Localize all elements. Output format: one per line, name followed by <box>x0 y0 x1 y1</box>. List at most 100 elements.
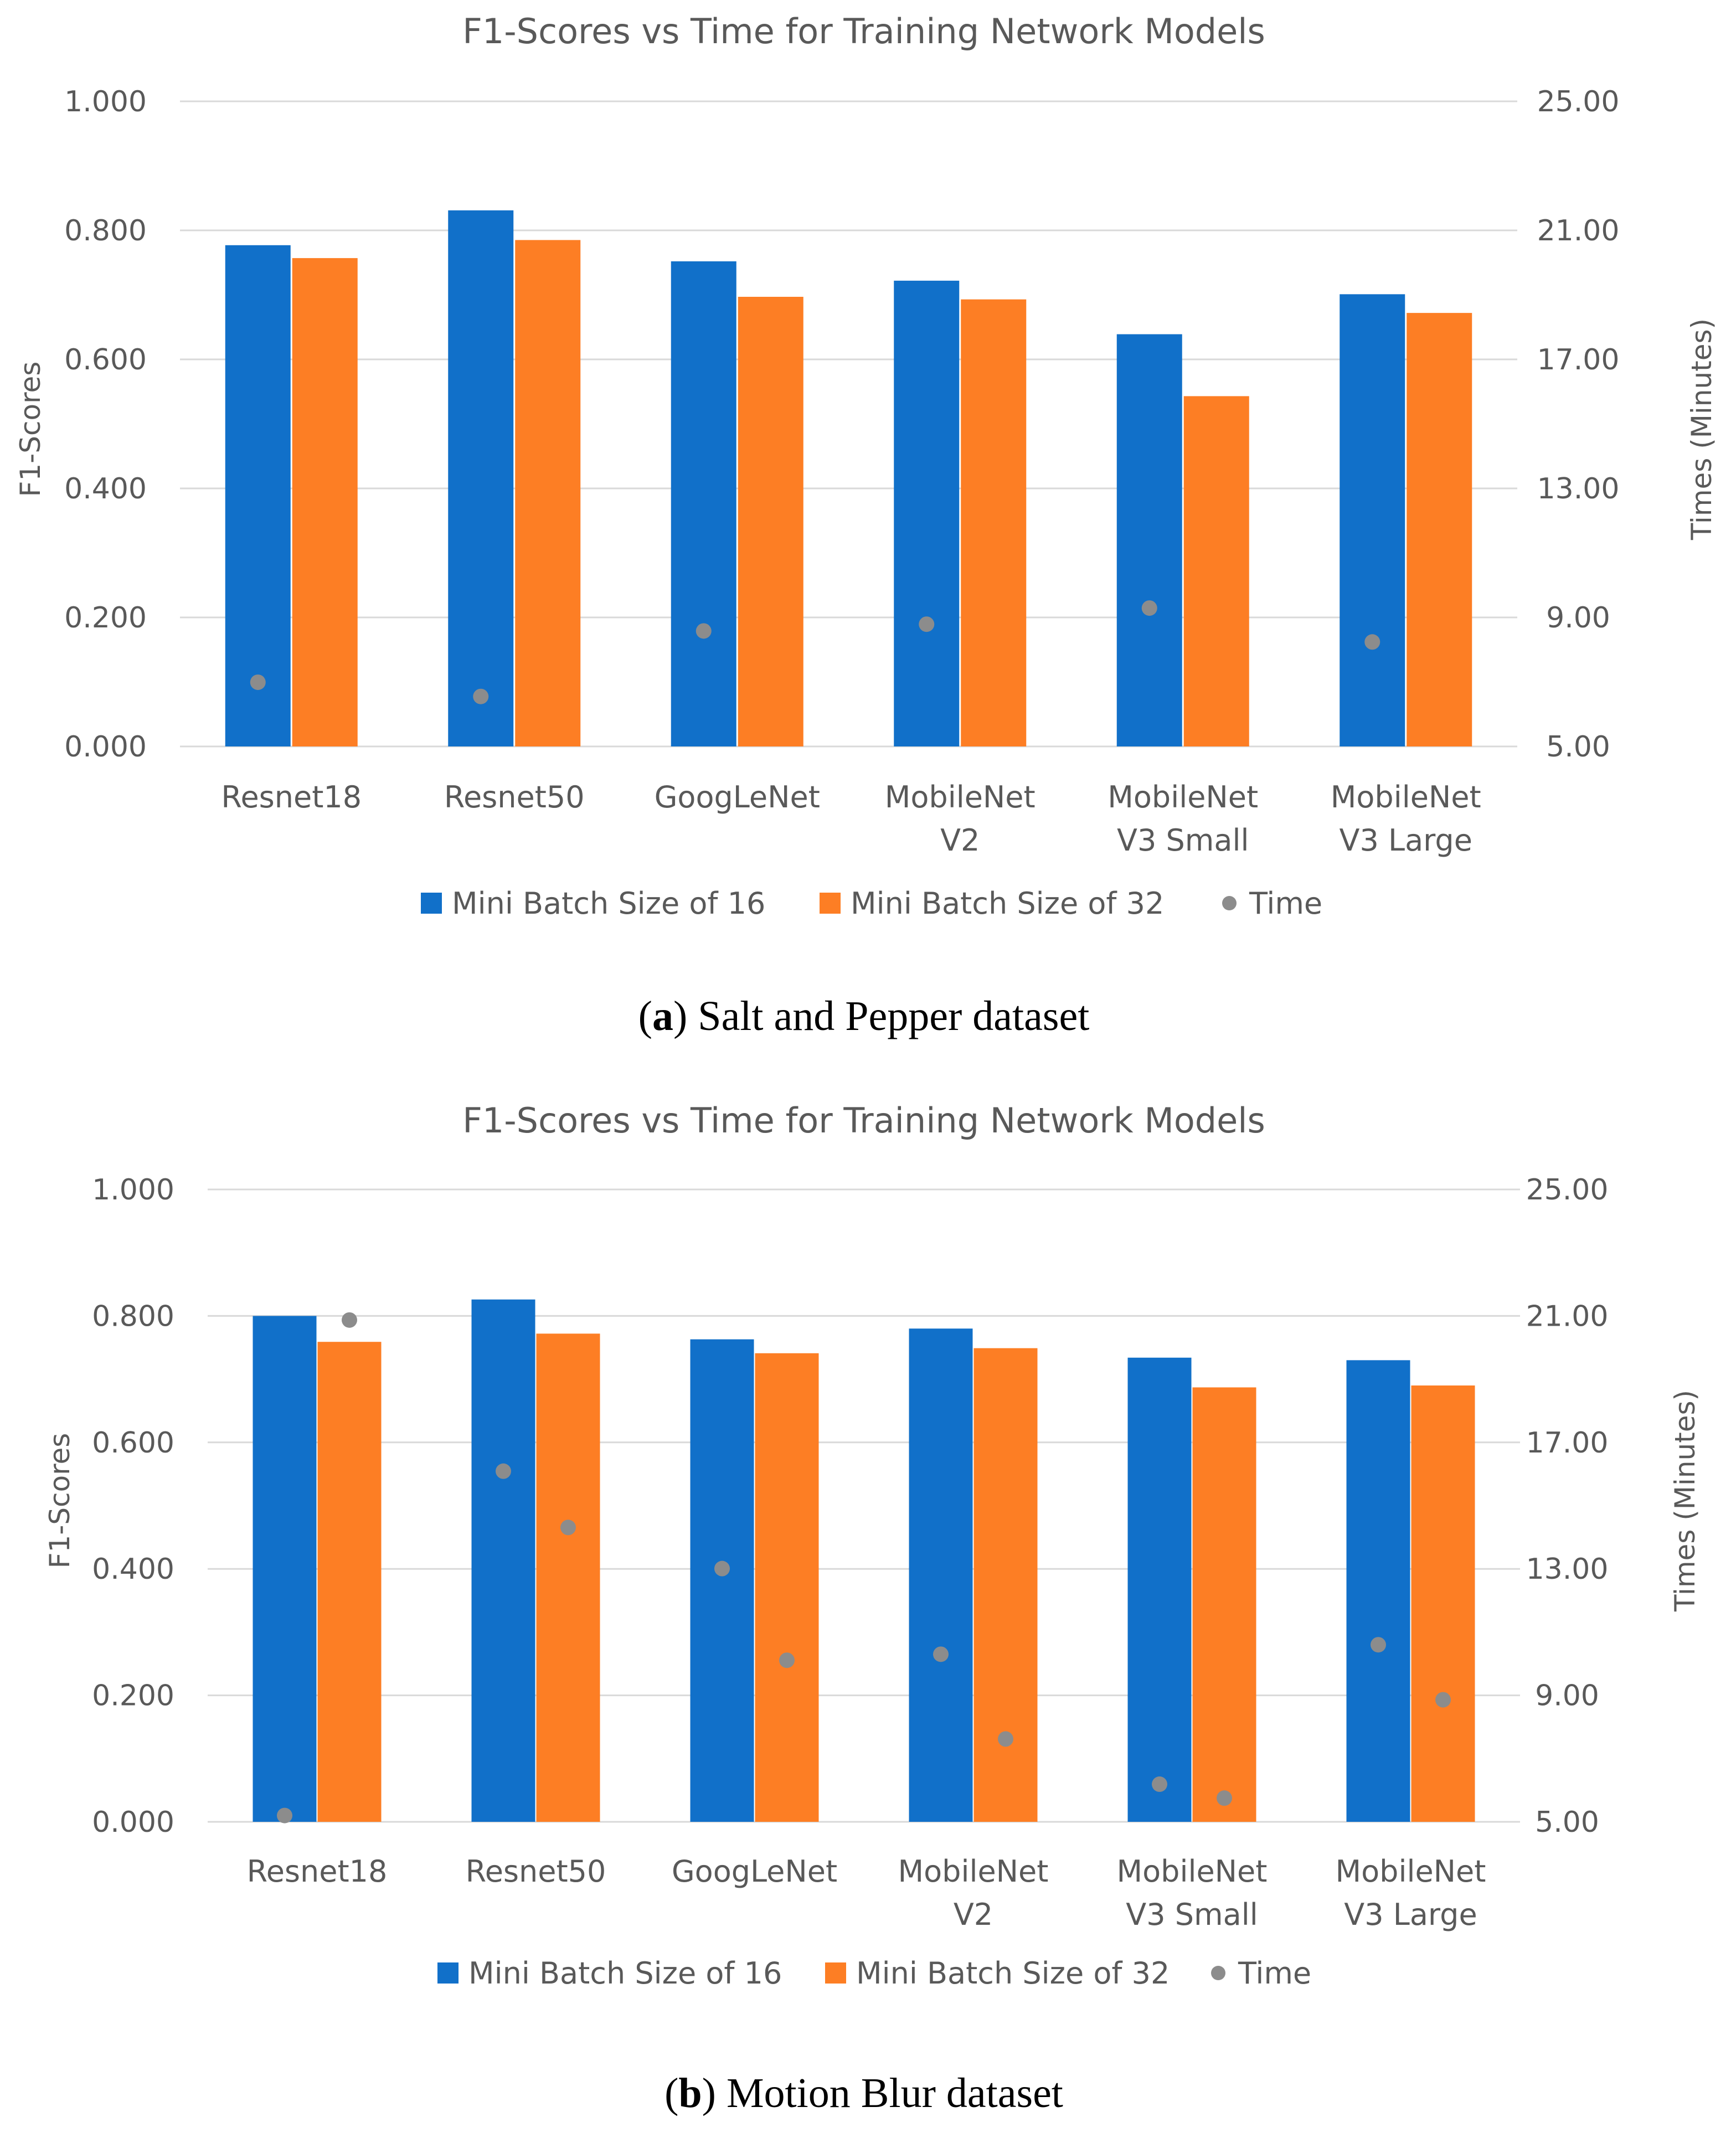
caption-text: Motion Blur dataset <box>727 2070 1063 2116</box>
category-label: V3 Small <box>1126 1897 1258 1932</box>
caption-label: a <box>652 993 673 1039</box>
y-tick-label: 0.800 <box>92 1300 174 1333</box>
time-point <box>779 1652 795 1668</box>
y2-tick-label: 21.00 <box>1526 1300 1609 1333</box>
bar-mini-batch-32 <box>973 1348 1038 1822</box>
category-label: GoogLeNet <box>672 1854 837 1889</box>
time-point <box>933 1646 949 1662</box>
category-label: MobileNet <box>1336 1854 1486 1889</box>
legend-label: Mini Batch Size of 32 <box>856 1956 1170 1991</box>
legend-label: Mini Batch Size of 16 <box>452 886 765 921</box>
y-tick-label: 0.200 <box>92 1680 174 1713</box>
time-point <box>919 616 935 632</box>
y2-tick-label: 17.00 <box>1526 1426 1609 1460</box>
legend-swatch <box>1222 896 1237 910</box>
category-label: MobileNet <box>1331 780 1481 815</box>
category-label: MobileNet <box>885 780 1036 815</box>
y-tick-label: 0.600 <box>92 1426 174 1460</box>
category-label: MobileNet <box>1107 780 1258 815</box>
legend-swatch <box>1211 1966 1225 1980</box>
category-label: V3 Large <box>1344 1897 1477 1932</box>
legend-label: Mini Batch Size of 32 <box>851 886 1164 921</box>
plot-area: 0.000 0.200 0.400 0.600 0.800 1.000 5.00 9.00 13… <box>64 85 1619 858</box>
bar-mini-batch-16 <box>1116 334 1182 746</box>
category-label: Resnet50 <box>466 1854 606 1889</box>
legend: Mini Batch Size of 16 Mini Batch Size of … <box>421 886 1322 921</box>
y-tick-label: 1.000 <box>92 1173 174 1207</box>
time-point <box>998 1731 1013 1747</box>
y-tick-label: 1.000 <box>64 85 147 119</box>
bar-mini-batch-32 <box>515 240 581 747</box>
time-point <box>1371 1637 1386 1653</box>
time-point <box>1217 1790 1232 1806</box>
caption-label: b <box>678 2070 702 2116</box>
y2-tick-label: 13.00 <box>1537 472 1620 506</box>
legend-swatch <box>820 893 841 914</box>
caption-text: Salt and Pepper dataset <box>698 993 1089 1039</box>
category-label: MobileNet <box>898 1854 1049 1889</box>
category-label: Resnet18 <box>221 780 362 815</box>
y2-tick-label: 9.00 <box>1535 1680 1599 1713</box>
category-label: V3 Large <box>1340 823 1472 858</box>
category-label: GoogLeNet <box>655 780 820 815</box>
bar-mini-batch-32 <box>292 258 358 747</box>
bar-mini-batch-16 <box>1346 1360 1410 1822</box>
y2-tick-label: 25.00 <box>1526 1173 1609 1207</box>
chart-title: F1-Scores vs Time for Training Network M… <box>462 11 1265 51</box>
time-point <box>250 674 266 691</box>
bar-mini-batch-32 <box>536 1333 600 1822</box>
category-label: V2 <box>954 1897 993 1932</box>
legend: Mini Batch Size of 16 Mini Batch Size of … <box>437 1956 1311 1991</box>
caption-paren-close: ) <box>702 2070 727 2116</box>
category-label: V3 Small <box>1117 823 1249 858</box>
bar-mini-batch-16 <box>253 1316 317 1822</box>
time-point <box>1435 1692 1451 1708</box>
caption: (b) Motion Blur dataset <box>664 2070 1063 2116</box>
bar-mini-batch-32 <box>1192 1387 1256 1822</box>
time-point <box>1141 600 1157 616</box>
bar-mini-batch-32 <box>755 1353 819 1822</box>
bar-mini-batch-32 <box>1411 1385 1475 1822</box>
legend-label: Time <box>1249 886 1322 921</box>
chart-motion-blur: F1-Scores vs Time for Training Network M… <box>44 1100 1701 2116</box>
y-tick-label: 0.400 <box>64 472 147 506</box>
y2-tick-label: 21.00 <box>1537 214 1620 248</box>
y2-tick-label: 25.00 <box>1537 85 1620 119</box>
y2-tick-label: 13.00 <box>1526 1553 1609 1586</box>
legend-swatch <box>421 893 442 914</box>
bar-mini-batch-16 <box>894 280 960 746</box>
caption-paren-close: ) <box>673 993 698 1039</box>
category-label: V2 <box>940 823 980 858</box>
category-label: Resnet18 <box>247 1854 388 1889</box>
bar-mini-batch-32 <box>1183 396 1249 746</box>
time-point <box>342 1312 357 1328</box>
time-point <box>473 688 489 704</box>
bar-mini-batch-16 <box>690 1339 754 1822</box>
legend-swatch <box>825 1962 846 1984</box>
caption: (a) Salt and Pepper dataset <box>638 993 1090 1039</box>
time-point <box>496 1463 511 1479</box>
y2-tick-label: 9.00 <box>1546 601 1610 635</box>
legend-label: Mini Batch Size of 16 <box>468 1956 782 1991</box>
time-point <box>560 1519 576 1536</box>
y2-tick-label: 17.00 <box>1537 343 1620 377</box>
bar-mini-batch-32 <box>961 299 1027 746</box>
bar-mini-batch-32 <box>317 1342 382 1822</box>
chart-salt-and-pepper: F1-Scores vs Time for Training Network M… <box>14 11 1718 1039</box>
y-tick-label: 0.800 <box>64 214 147 248</box>
chart-title: F1-Scores vs Time for Training Network M… <box>462 1100 1265 1141</box>
bar-mini-batch-16 <box>671 261 736 746</box>
y-axis-title: F1-Scores <box>44 1433 76 1569</box>
time-point <box>1152 1776 1167 1792</box>
bar-mini-batch-32 <box>1407 313 1472 746</box>
bar-mini-batch-16 <box>909 1328 973 1822</box>
category-label: MobileNet <box>1117 1854 1268 1889</box>
legend-swatch <box>437 1962 459 1984</box>
y2-tick-label: 5.00 <box>1535 1806 1599 1839</box>
y-tick-label: 0.400 <box>92 1553 174 1586</box>
y-tick-label: 0.000 <box>64 730 147 764</box>
time-point <box>696 623 712 639</box>
plot-area: 0.000 0.200 0.400 0.600 0.800 1.000 5.00 9.00 13… <box>92 1173 1608 1932</box>
bar-mini-batch-32 <box>738 296 803 746</box>
